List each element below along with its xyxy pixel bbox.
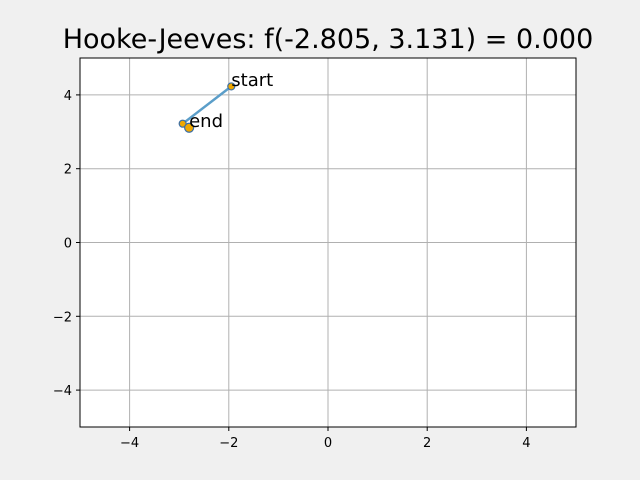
chart-title: Hooke-Jeeves: f(-2.805, 3.131) = 0.000 xyxy=(63,24,594,55)
x-tick-label: 2 xyxy=(423,436,431,451)
x-tick-label: 0 xyxy=(324,436,332,451)
y-tick-label: 4 xyxy=(64,89,72,104)
series-point xyxy=(184,122,195,133)
series-layer xyxy=(178,82,236,133)
x-tick-label: −4 xyxy=(120,436,139,451)
annotation-end: end xyxy=(189,111,223,132)
grid-lines xyxy=(80,58,576,427)
x-tick-label: 4 xyxy=(522,436,530,451)
series-point xyxy=(227,82,236,91)
axis-ticks: −4 −2 0 2 4 −4 −2 0 2 4 xyxy=(53,89,531,451)
annotation-start: start xyxy=(231,70,273,91)
annotations-layer: start end xyxy=(189,70,273,132)
y-tick-label: −2 xyxy=(53,310,72,325)
y-tick-label: −4 xyxy=(53,384,72,399)
y-tick-label: 2 xyxy=(64,163,72,178)
plot-frame xyxy=(79,57,577,428)
y-tick-label: 0 xyxy=(64,237,72,252)
x-tick-label: −2 xyxy=(219,436,238,451)
